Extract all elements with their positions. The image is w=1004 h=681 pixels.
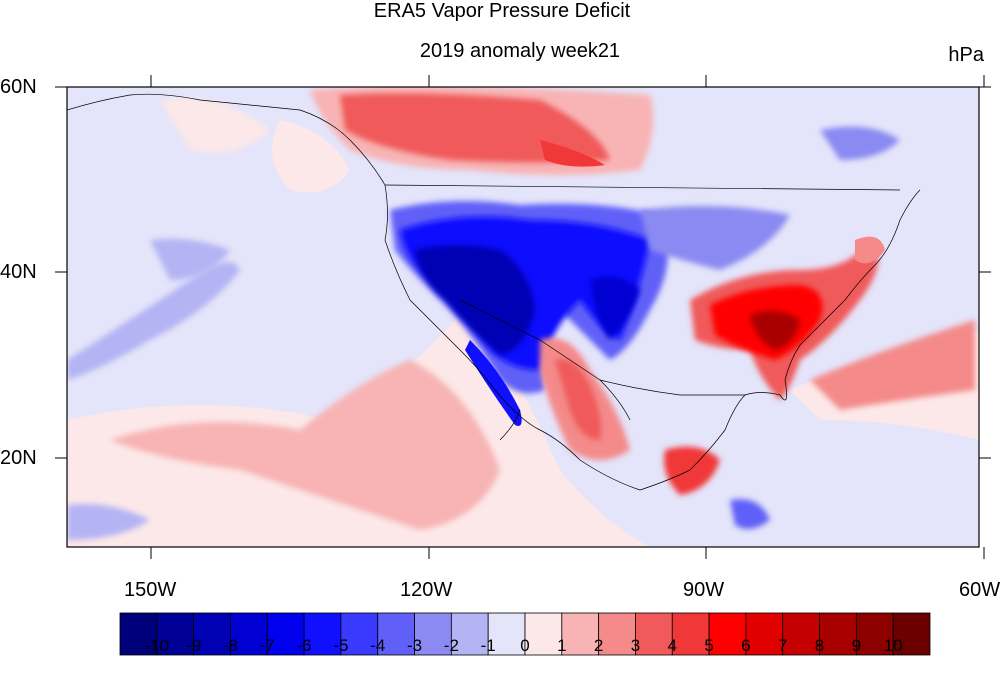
colorbar-swatch bbox=[524, 612, 563, 656]
lat-label-60n: 60N bbox=[0, 76, 37, 98]
chart-title: ERA5 Vapor Pressure Deficit bbox=[373, 0, 631, 22]
lat-label-20n: 20N bbox=[0, 447, 37, 469]
lon-label-120w: 120W bbox=[400, 579, 453, 601]
colorbar-swatch bbox=[745, 612, 784, 656]
colorbar-swatch bbox=[340, 612, 379, 656]
units-label: hPa bbox=[948, 44, 984, 66]
colorbar-label: -10 bbox=[144, 636, 170, 655]
colorbar-label: 6 bbox=[741, 636, 751, 655]
colorbar-label: -9 bbox=[186, 636, 202, 655]
colorbar-label: -5 bbox=[333, 636, 349, 655]
colorbar-swatch bbox=[377, 612, 415, 656]
coastlines bbox=[67, 93, 921, 491]
colorbar-label: 5 bbox=[704, 636, 714, 655]
colorbar-label: -6 bbox=[296, 636, 312, 655]
colorbar-label: -1 bbox=[480, 636, 496, 655]
lat-label-40n: 40N bbox=[0, 261, 37, 283]
colorbar-swatch bbox=[414, 612, 452, 656]
anomaly-field bbox=[67, 87, 979, 547]
colorbar-label: 7 bbox=[777, 636, 788, 655]
colorbar-label: 10 bbox=[883, 636, 903, 655]
colorbar-swatch bbox=[156, 612, 195, 656]
chart-subtitle: 2019 anomaly week21 bbox=[419, 40, 621, 62]
colorbar-swatch bbox=[266, 612, 305, 656]
colorbar-swatch bbox=[119, 612, 158, 656]
lon-label-90w: 90W bbox=[683, 579, 725, 601]
colorbar-label: 4 bbox=[667, 636, 677, 655]
colorbar-label: 3 bbox=[630, 636, 641, 655]
colorbar-swatch bbox=[892, 612, 931, 656]
colorbar-label: 1 bbox=[557, 636, 567, 655]
colorbar-label: 2 bbox=[593, 636, 604, 655]
colorbar-swatch bbox=[855, 612, 894, 656]
colorbar-swatch bbox=[230, 612, 268, 656]
colorbar-label: -3 bbox=[406, 636, 423, 655]
lon-label-60w: 60W bbox=[959, 579, 1001, 601]
colorbar-swatch bbox=[303, 612, 342, 656]
colorbar-label: -2 bbox=[443, 636, 459, 655]
colorbar-label: -4 bbox=[370, 636, 386, 655]
lon-label-150w: 150W bbox=[124, 579, 177, 601]
colorbar-label: 0 bbox=[520, 636, 530, 655]
colorbar-swatch bbox=[819, 612, 857, 656]
colorbar-label: 9 bbox=[851, 636, 862, 655]
colorbar-swatch bbox=[598, 612, 636, 656]
colorbar-label: -8 bbox=[222, 636, 239, 655]
colorbar-swatch bbox=[671, 612, 710, 656]
colorbar-label: 8 bbox=[814, 636, 825, 655]
colorbar-swatch bbox=[561, 612, 600, 656]
colorbar-label: -7 bbox=[259, 636, 275, 655]
